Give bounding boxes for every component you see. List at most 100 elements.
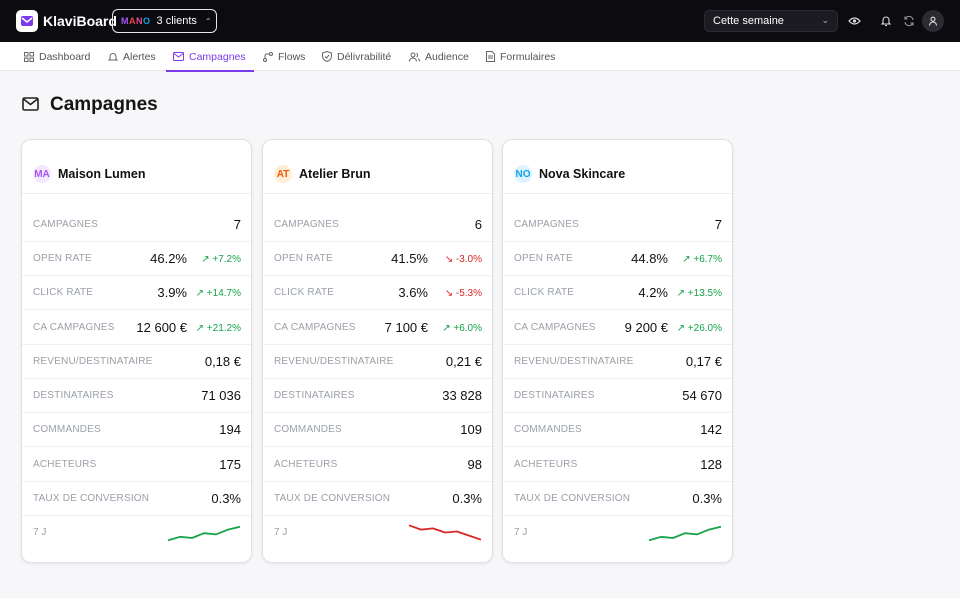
metric-row: ACHETEURS 175 [22,448,251,482]
metric-value: 12 600 € [136,320,187,335]
metric-label: CAMPAGNES [274,219,339,230]
tab-delivrabilite[interactable]: Délivrabilité [322,42,391,71]
chevron-down-icon: ⌄ [821,15,829,25]
metric-delta-value: +13.5% [687,288,722,299]
metric-label: ACHETEURS [514,459,578,470]
metric-row: COMMANDES 142 [503,413,732,447]
sparkline [167,525,241,542]
metric-delta-value: +6.0% [453,323,482,334]
metric-row: CAMPAGNES 7 [22,208,251,242]
client-name: Atelier Brun [299,167,371,181]
metric-delta: ↘ -3.0% [445,254,482,265]
metric-label: TAUX DE CONVERSION [274,493,391,504]
metric-value: 0,17 € [685,354,722,369]
user-avatar[interactable] [922,10,944,32]
metric-label: CLICK RATE [274,287,335,298]
nav-tabs: Dashboard Alertes Campagnes Flows Délivr… [0,42,960,72]
metric-label: COMMANDES [514,424,582,435]
metric-delta: ↗ +13.5% [677,288,722,299]
eye-icon[interactable] [847,14,861,28]
sparkline-period-label: 7 J [514,527,528,538]
metric-row: ACHETEURS 98 [263,448,492,482]
sparkline-line [408,524,482,541]
trend-up-icon: ↗ [676,288,688,299]
metric-label: TAUX DE CONVERSION [514,493,631,504]
period-value: Cette semaine [713,15,784,27]
metric-row: COMMANDES 109 [263,413,492,447]
metric-label: CAMPAGNES [514,219,579,230]
metric-label: REVENU/DESTINATAIRE [274,356,394,367]
metric-row: ACHETEURS 128 [503,448,732,482]
metric-row: CAMPAGNES 7 [503,208,732,242]
metric-label: CLICK RATE [33,287,94,298]
metric-value: 128 [700,457,722,472]
shield-icon [322,51,332,62]
metric-delta-value: -5.3% [455,288,482,299]
trend-up-icon: ↗ [195,323,207,334]
metric-row: OPEN RATE 46.2% ↗ +7.2% [22,242,251,276]
metric-row: CA CAMPAGNES 12 600 € ↗ +21.2% [22,311,251,345]
metric-delta-value: +14.7% [206,288,241,299]
metric-label: CA CAMPAGNES [514,322,596,333]
metric-label: REVENU/DESTINATAIRE [33,356,153,367]
client-card[interactable]: MA Maison Lumen CAMPAGNES 7 OPEN RATE 46.2% ↗ … [21,139,252,563]
client-card[interactable]: AT Atelier Brun CAMPAGNES 6 OPEN RATE 41.5% ↘ … [262,139,493,563]
sparkline-period-label: 7 J [33,527,47,538]
metric-value: 194 [219,422,241,437]
metric-value: 0,21 € [445,354,482,369]
metric-row: TAUX DE CONVERSION 0.3% [263,482,492,516]
card-header: NO Nova Skincare [503,140,732,194]
metric-value: 33 828 [442,388,482,403]
metric-value: 0.3% [211,491,241,506]
metric-value: 4.2% [638,285,668,300]
metric-value: 41.5% [391,251,428,266]
tab-audience[interactable]: Audience [409,42,469,71]
metric-row: CA CAMPAGNES 9 200 € ↗ +26.0% [503,311,732,345]
refresh-icon[interactable] [902,14,916,28]
metric-label: COMMANDES [274,424,342,435]
client-name: Nova Skincare [539,167,626,181]
metric-row: DESTINATAIRES 54 670 [503,379,732,413]
metric-label: OPEN RATE [274,253,333,264]
metric-row: OPEN RATE 41.5% ↘ -3.0% [263,242,492,276]
client-selector[interactable]: MANO 3 clients ⌃ [112,9,217,33]
metric-row: CAMPAGNES 6 [263,208,492,242]
client-initials-badge: AT [274,165,292,183]
client-card[interactable]: NO Nova Skincare CAMPAGNES 7 OPEN RATE 44.8% ↗… [502,139,733,563]
metric-value: 3.6% [398,285,428,300]
metric-value: 0,18 € [204,354,241,369]
metric-delta-value: -3.0% [455,254,482,265]
metric-value: 0.3% [452,491,482,506]
trend-down-icon: ↘ [444,288,456,299]
client-badges: MANO [121,16,151,26]
metric-label: CA CAMPAGNES [274,322,356,333]
trend-up-icon: ↗ [442,323,454,334]
tab-campagnes[interactable]: Campagnes [166,42,254,72]
metric-delta-value: +26.0% [687,323,722,334]
sparkline [648,525,722,542]
trend-up-icon: ↗ [676,323,688,334]
client-selector-label: 3 clients [156,15,197,27]
sparkline-line [167,525,241,542]
card-header: MA Maison Lumen [22,140,251,194]
tab-dashboard[interactable]: Dashboard [24,42,90,71]
metric-value: 142 [700,422,722,437]
chevron-updown-icon: ⌃ [204,16,212,26]
metric-value: 44.8% [631,251,668,266]
trend-down-icon: ↘ [444,254,456,265]
users-icon [409,52,420,62]
tab-flows[interactable]: Flows [263,42,305,71]
sparkline [408,524,482,541]
metric-row: CA CAMPAGNES 7 100 € ↗ +6.0% [263,311,492,345]
bell-icon[interactable] [879,14,893,28]
logo-icon[interactable] [16,10,38,32]
metric-row: REVENU/DESTINATAIRE 0,18 € [22,345,251,379]
tab-alertes[interactable]: Alertes [108,42,156,71]
metric-value: 98 [467,457,482,472]
metric-label: DESTINATAIRES [274,390,355,401]
tab-formulaires[interactable]: Formulaires [486,42,555,71]
metric-delta-value: +6.7% [693,254,722,265]
metric-value: 9 200 € [624,320,668,335]
period-select[interactable]: Cette semaine ⌄ [704,10,838,32]
metric-value: 46.2% [150,251,187,266]
